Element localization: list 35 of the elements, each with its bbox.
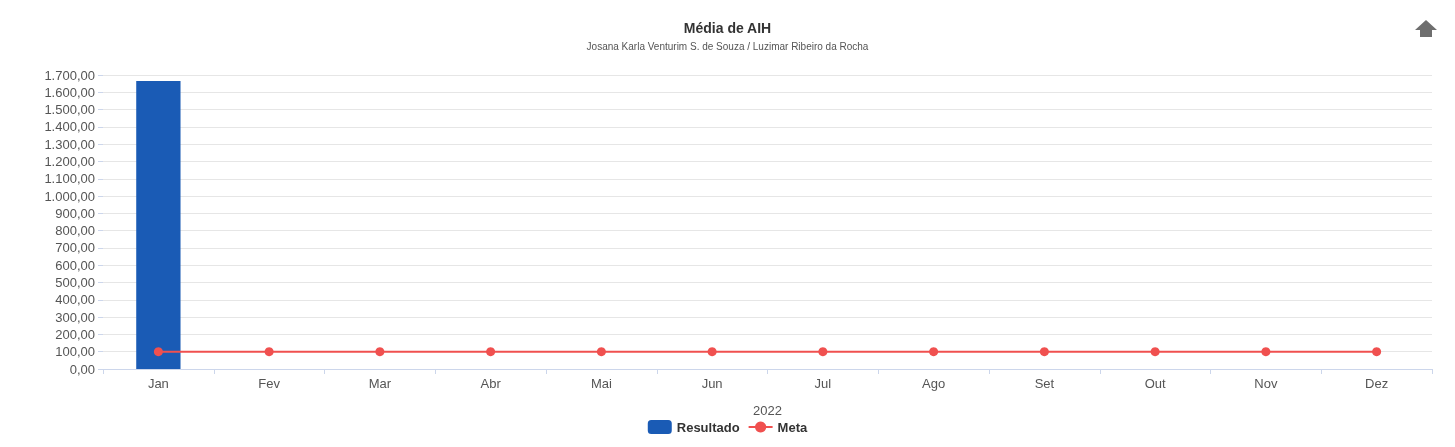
y-tick-label: 700,00: [55, 240, 95, 256]
y-tick-label: 900,00: [55, 205, 95, 221]
y-tick-label: 0,00: [69, 361, 95, 377]
legend-label: Resultado: [676, 419, 740, 435]
y-tick-label: 300,00: [55, 309, 95, 325]
y-tick-label: 1.700,00: [44, 67, 95, 83]
x-tick-label: Ago: [922, 376, 946, 391]
y-tick-label: 1.200,00: [44, 153, 95, 169]
x-tick-label: Mai: [590, 376, 612, 391]
x-tick-label: Set: [1034, 376, 1055, 391]
y-tick-label: 1.300,00: [44, 136, 95, 152]
y-tick-label: 1.500,00: [44, 102, 95, 118]
x-tick-label: Jan: [147, 376, 169, 391]
legend-label: Meta: [777, 419, 808, 435]
y-tick-label: 100,00: [55, 344, 95, 360]
x-axis-title: 2022: [753, 403, 782, 418]
x-tick-label: Jun: [701, 376, 723, 391]
y-tick-label: 1.400,00: [44, 119, 95, 135]
y-tick-label: 500,00: [55, 275, 95, 291]
y-tick-label: 1.600,00: [44, 84, 95, 100]
x-tick-label: Out: [1144, 376, 1166, 391]
chart-subtitle: Josana Karla Venturim S. de Souza / Luzimar Ribeiro da Rocha: [586, 40, 869, 52]
y-tick-label: 800,00: [55, 223, 95, 239]
y-tick-label: 200,00: [55, 326, 95, 342]
y-tick-label: 600,00: [55, 257, 95, 273]
y-tick-label: 400,00: [55, 292, 95, 308]
x-tick-label: Mar: [368, 376, 392, 391]
y-tick-label: 1.000,00: [44, 188, 95, 204]
chart-title: Média de AIH: [683, 20, 772, 36]
x-tick-label: Jul: [814, 376, 832, 391]
x-tick-label: Nov: [1254, 376, 1278, 391]
x-tick-label: Fev: [258, 376, 281, 391]
y-tick-label: 1.100,00: [44, 171, 95, 187]
x-tick-label: Abr: [480, 376, 502, 391]
x-tick-label: Dez: [1365, 376, 1389, 391]
